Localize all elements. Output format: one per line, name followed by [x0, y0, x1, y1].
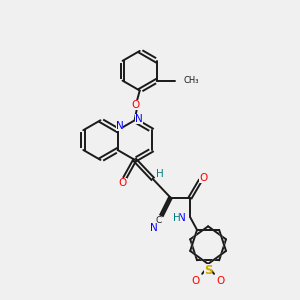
Text: N: N	[135, 114, 142, 124]
Text: O: O	[217, 276, 225, 286]
Text: CH₃: CH₃	[184, 76, 199, 85]
Text: N: N	[116, 121, 124, 131]
Text: O: O	[191, 276, 199, 286]
Text: O: O	[199, 173, 207, 183]
Text: H: H	[172, 213, 180, 224]
Text: O: O	[131, 100, 140, 110]
Text: N: N	[150, 223, 158, 233]
Text: N: N	[178, 213, 186, 224]
Text: O: O	[119, 178, 127, 188]
Text: C: C	[155, 216, 162, 225]
Text: H: H	[156, 169, 164, 179]
Text: S: S	[204, 264, 212, 278]
